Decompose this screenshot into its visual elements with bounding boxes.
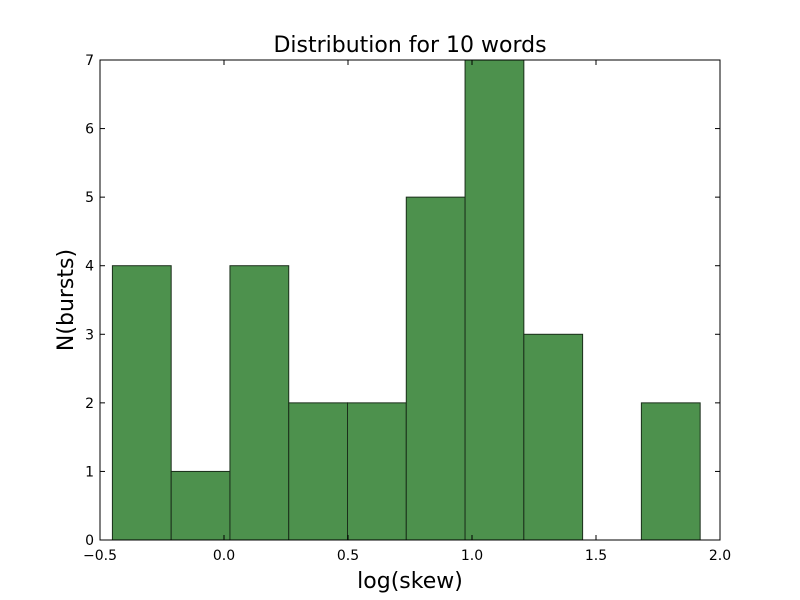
histogram-bar: [640, 402, 701, 541]
x-tick-label: 1.0: [461, 548, 483, 564]
histogram-bar: [229, 265, 290, 541]
x-axis-label: log(skew): [357, 569, 463, 594]
y-tick-label: 7: [85, 53, 94, 69]
x-tick-label: 2.0: [709, 548, 731, 564]
y-tick-label: 0: [85, 533, 94, 549]
histogram-bar: [111, 265, 172, 541]
x-tick-label: 0.0: [213, 548, 235, 564]
x-tick-label: 0.5: [337, 548, 359, 564]
x-axis-ticks: −0.5 0.0 0.5 1.0 1.5 2.0: [83, 60, 731, 564]
histogram-bar: [170, 470, 231, 541]
y-tick-label: 4: [85, 259, 94, 275]
y-tick-label: 5: [85, 190, 94, 206]
y-tick-label: 6: [85, 122, 94, 138]
chart-title: Distribution for 10 words: [273, 33, 546, 58]
y-tick-label: 3: [85, 327, 94, 343]
histogram-bar: [288, 402, 349, 541]
histogram-bar: [405, 196, 466, 541]
x-tick-label: 1.5: [585, 548, 607, 564]
y-axis-label: N(bursts): [54, 249, 79, 351]
y-tick-label: 1: [85, 464, 94, 480]
histogram-bars: [111, 59, 701, 541]
y-tick-label: 2: [85, 396, 94, 412]
histogram-bar: [347, 402, 407, 541]
x-tick-label: −0.5: [83, 548, 117, 564]
histogram-bar: [464, 59, 525, 541]
plot-frame: [99, 59, 721, 541]
y-axis-ticks: 0 1 2 3 4 5 6 7: [85, 53, 720, 549]
histogram-bar: [523, 333, 584, 541]
